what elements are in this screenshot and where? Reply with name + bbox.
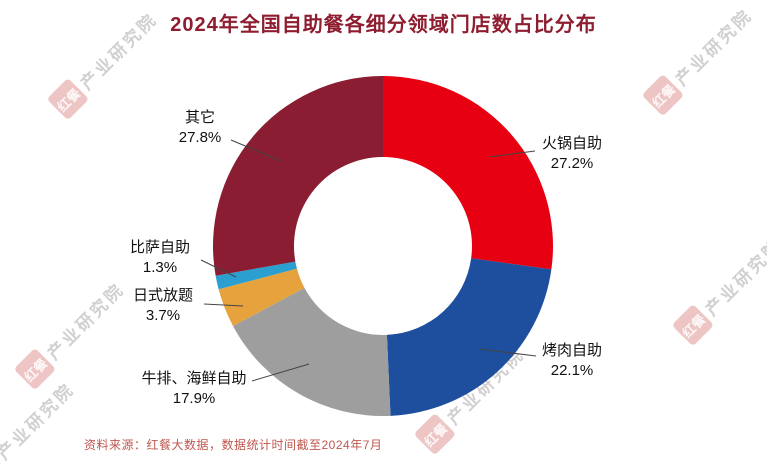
donut-segment-4 bbox=[218, 268, 305, 327]
leader-line-others bbox=[230, 139, 282, 162]
slice-name: 火锅自助 bbox=[541, 135, 603, 152]
leader-line-hotpot bbox=[488, 150, 536, 158]
donut-segment-6 bbox=[212, 76, 383, 276]
slice-name: 烤肉自助 bbox=[541, 342, 603, 359]
slice-label-japanese: 日式放题 3.7% bbox=[133, 286, 193, 326]
slice-percent: 27.2% bbox=[550, 155, 594, 172]
slice-percent: 17.9% bbox=[172, 390, 216, 407]
slice-percent: 27.8% bbox=[178, 129, 222, 146]
slice-name: 日式放题 bbox=[132, 287, 194, 304]
leader-line-japanese bbox=[203, 303, 244, 307]
slice-name: 牛排、海鲜自助 bbox=[141, 370, 247, 387]
slice-name: 其它 bbox=[184, 109, 216, 126]
donut-segment-2 bbox=[386, 258, 552, 416]
slice-label-steak: 牛排、海鲜自助 17.9% bbox=[141, 369, 246, 409]
source-note: 资料来源：红餐大数据，数据统计时间截至2024年7月 bbox=[84, 438, 383, 452]
slice-name: 比萨自助 bbox=[129, 239, 191, 256]
slice-percent: 1.3% bbox=[142, 259, 178, 276]
donut-segment-5 bbox=[215, 261, 297, 290]
leader-line-steak bbox=[251, 363, 310, 382]
donut-segment-1 bbox=[383, 76, 554, 270]
slice-label-others: 其它 27.8% bbox=[179, 108, 222, 148]
slice-label-hotpot: 火锅自助 27.2% bbox=[542, 134, 602, 174]
slice-label-bbq: 烤肉自助 22.1% bbox=[542, 341, 602, 381]
chart-title: 2024年全国自助餐各细分领域门店数占比分布 bbox=[170, 14, 597, 36]
donut-segment-3 bbox=[233, 287, 391, 417]
slice-label-pizza: 比萨自助 1.3% bbox=[130, 238, 190, 278]
slice-percent: 22.1% bbox=[550, 362, 594, 379]
leader-line-bbq bbox=[478, 348, 537, 357]
slice-percent: 3.7% bbox=[145, 307, 181, 324]
leader-line-pizza bbox=[200, 259, 237, 278]
